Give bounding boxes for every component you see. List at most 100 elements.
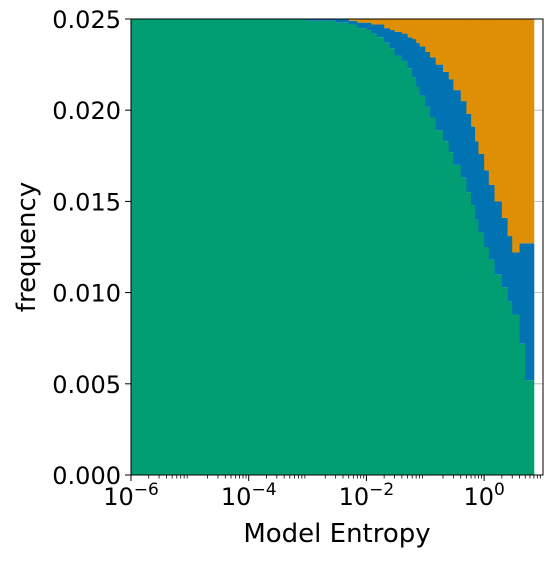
bar-s1-b18 <box>435 64 444 131</box>
bar-s2-b8 <box>384 19 391 29</box>
bar-s2-b34 <box>525 19 535 244</box>
bar-s0-b1 <box>307 20 337 475</box>
bar-s2-b16 <box>425 19 431 52</box>
bar-s1-b16 <box>425 51 431 107</box>
bar-s1-b21 <box>453 90 462 165</box>
bar-s2-b21 <box>453 19 462 91</box>
bar-s0-b28 <box>488 259 495 475</box>
bar-s1-b24 <box>471 126 476 206</box>
bar-s1-b22 <box>460 101 467 178</box>
bar-s0-b7 <box>376 37 385 476</box>
plot-frame <box>130 18 544 476</box>
bar-s1-b5 <box>366 22 372 30</box>
bar-s0-b3 <box>348 24 358 476</box>
bar-s0-b34 <box>525 380 535 475</box>
y-tick-label-4: 0.020 <box>52 97 121 125</box>
bar-s1-b30 <box>501 217 508 288</box>
bar-s0-b14 <box>416 86 420 475</box>
bar-s2-b24 <box>471 19 476 127</box>
x-tick-label-3: 100 <box>463 480 504 511</box>
bar-s2-b27 <box>484 19 490 171</box>
y-tick-label-1: 0.005 <box>52 371 121 399</box>
bar-s0-b29 <box>494 274 503 475</box>
bar-s1-b1 <box>307 19 337 21</box>
bar-s1-b13 <box>412 39 417 78</box>
x-tick-label-0: 10−6 <box>103 480 159 511</box>
bar-s2-b18 <box>435 19 444 65</box>
bar-s1-b8 <box>384 28 391 43</box>
bar-s0-b11 <box>401 60 408 476</box>
bar-s1-b14 <box>416 42 420 87</box>
bar-s2-b29 <box>494 19 503 202</box>
bar-s1-b6 <box>371 24 378 34</box>
bar-s0-b33 <box>519 343 526 475</box>
bar-s0-b27 <box>484 247 490 475</box>
bar-s0-b25 <box>475 219 479 475</box>
bar-s2-b17 <box>429 19 437 58</box>
bar-s0-b24 <box>471 205 476 475</box>
bar-s2-b23 <box>466 19 472 114</box>
bar-s2-b25 <box>475 19 479 142</box>
bar-s0-b10 <box>394 55 403 475</box>
bar-s1-b31 <box>507 236 513 302</box>
bar-s2-b5 <box>366 19 372 23</box>
bar-s2-b3 <box>348 19 358 21</box>
bar-s2-b28 <box>488 19 495 185</box>
x-axis-label: Model Entropy <box>243 519 430 549</box>
bar-s0-b20 <box>448 152 454 476</box>
bar-s2-b12 <box>407 19 413 38</box>
bar-s0-b5 <box>366 29 372 475</box>
x-tick-label-2: 10−2 <box>339 480 395 511</box>
bar-s1-b25 <box>475 141 479 220</box>
bar-s0-b13 <box>412 77 417 476</box>
bar-s2-b19 <box>443 19 450 72</box>
bar-s1-b4 <box>357 22 367 29</box>
bar-s2-b7 <box>376 19 385 25</box>
bar-s1-b32 <box>512 252 520 315</box>
bar-s0-b15 <box>419 95 426 475</box>
histogram-bars <box>131 19 535 476</box>
bar-s1-b9 <box>389 29 395 49</box>
bar-s1-b28 <box>488 184 495 260</box>
bar-s1-b20 <box>448 79 454 153</box>
bar-s2-b30 <box>501 19 508 218</box>
bar-s2-b14 <box>416 19 420 43</box>
bar-s1-b34 <box>525 243 535 381</box>
bar-s0-b6 <box>371 33 378 475</box>
bar-s0-b26 <box>478 232 485 475</box>
bar-s1-b17 <box>429 57 437 118</box>
bar-s1-b27 <box>484 170 490 247</box>
bar-s1-b33 <box>519 243 526 344</box>
bar-s1-b26 <box>478 153 485 233</box>
bar-s1-b10 <box>394 31 403 56</box>
bar-s1-b23 <box>466 113 472 193</box>
bar-s0-b12 <box>407 68 413 476</box>
bar-s0-b18 <box>435 130 444 475</box>
bar-s0-b21 <box>453 164 462 476</box>
bar-s2-b9 <box>389 19 395 30</box>
bar-s2-b20 <box>448 19 454 80</box>
bar-s0-b0 <box>131 19 308 475</box>
bar-s2-b15 <box>419 19 426 47</box>
bar-s0-b31 <box>507 301 513 475</box>
bar-s1-b3 <box>348 20 358 25</box>
bar-s1-b12 <box>407 37 413 69</box>
bar-s0-b30 <box>501 287 508 475</box>
bar-s2-b22 <box>460 19 467 102</box>
bar-s2-b4 <box>357 19 367 23</box>
bar-s2-b26 <box>478 19 485 154</box>
bar-s2-b10 <box>394 19 403 32</box>
bar-s0-b16 <box>425 106 431 475</box>
bar-s2-b6 <box>371 19 378 25</box>
y-tick-label-0: 0.000 <box>52 462 121 490</box>
bar-s2-b13 <box>412 19 417 40</box>
bar-s0-b17 <box>429 117 437 475</box>
bar-s0-b23 <box>466 192 472 475</box>
bar-s1-b15 <box>419 46 426 96</box>
x-tick-label-1: 10−4 <box>221 480 277 511</box>
bar-s0-b2 <box>335 22 350 475</box>
bar-s2-b33 <box>519 19 526 244</box>
bar-s0-b19 <box>443 141 450 475</box>
y-axis-label: frequency <box>12 182 42 312</box>
